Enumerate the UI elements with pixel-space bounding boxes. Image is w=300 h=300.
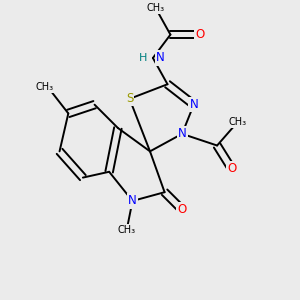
Text: O: O: [227, 162, 236, 176]
Text: H: H: [139, 53, 147, 63]
Text: CH₃: CH₃: [147, 3, 165, 14]
Text: O: O: [178, 203, 187, 216]
Text: O: O: [195, 28, 204, 41]
Text: N: N: [128, 194, 137, 207]
Text: N: N: [156, 52, 165, 64]
Text: CH₃: CH₃: [36, 82, 54, 92]
Text: N: N: [178, 127, 187, 140]
Text: CH₃: CH₃: [118, 225, 136, 235]
Text: S: S: [126, 92, 133, 105]
Text: CH₃: CH₃: [229, 117, 247, 127]
Text: N: N: [189, 98, 198, 111]
